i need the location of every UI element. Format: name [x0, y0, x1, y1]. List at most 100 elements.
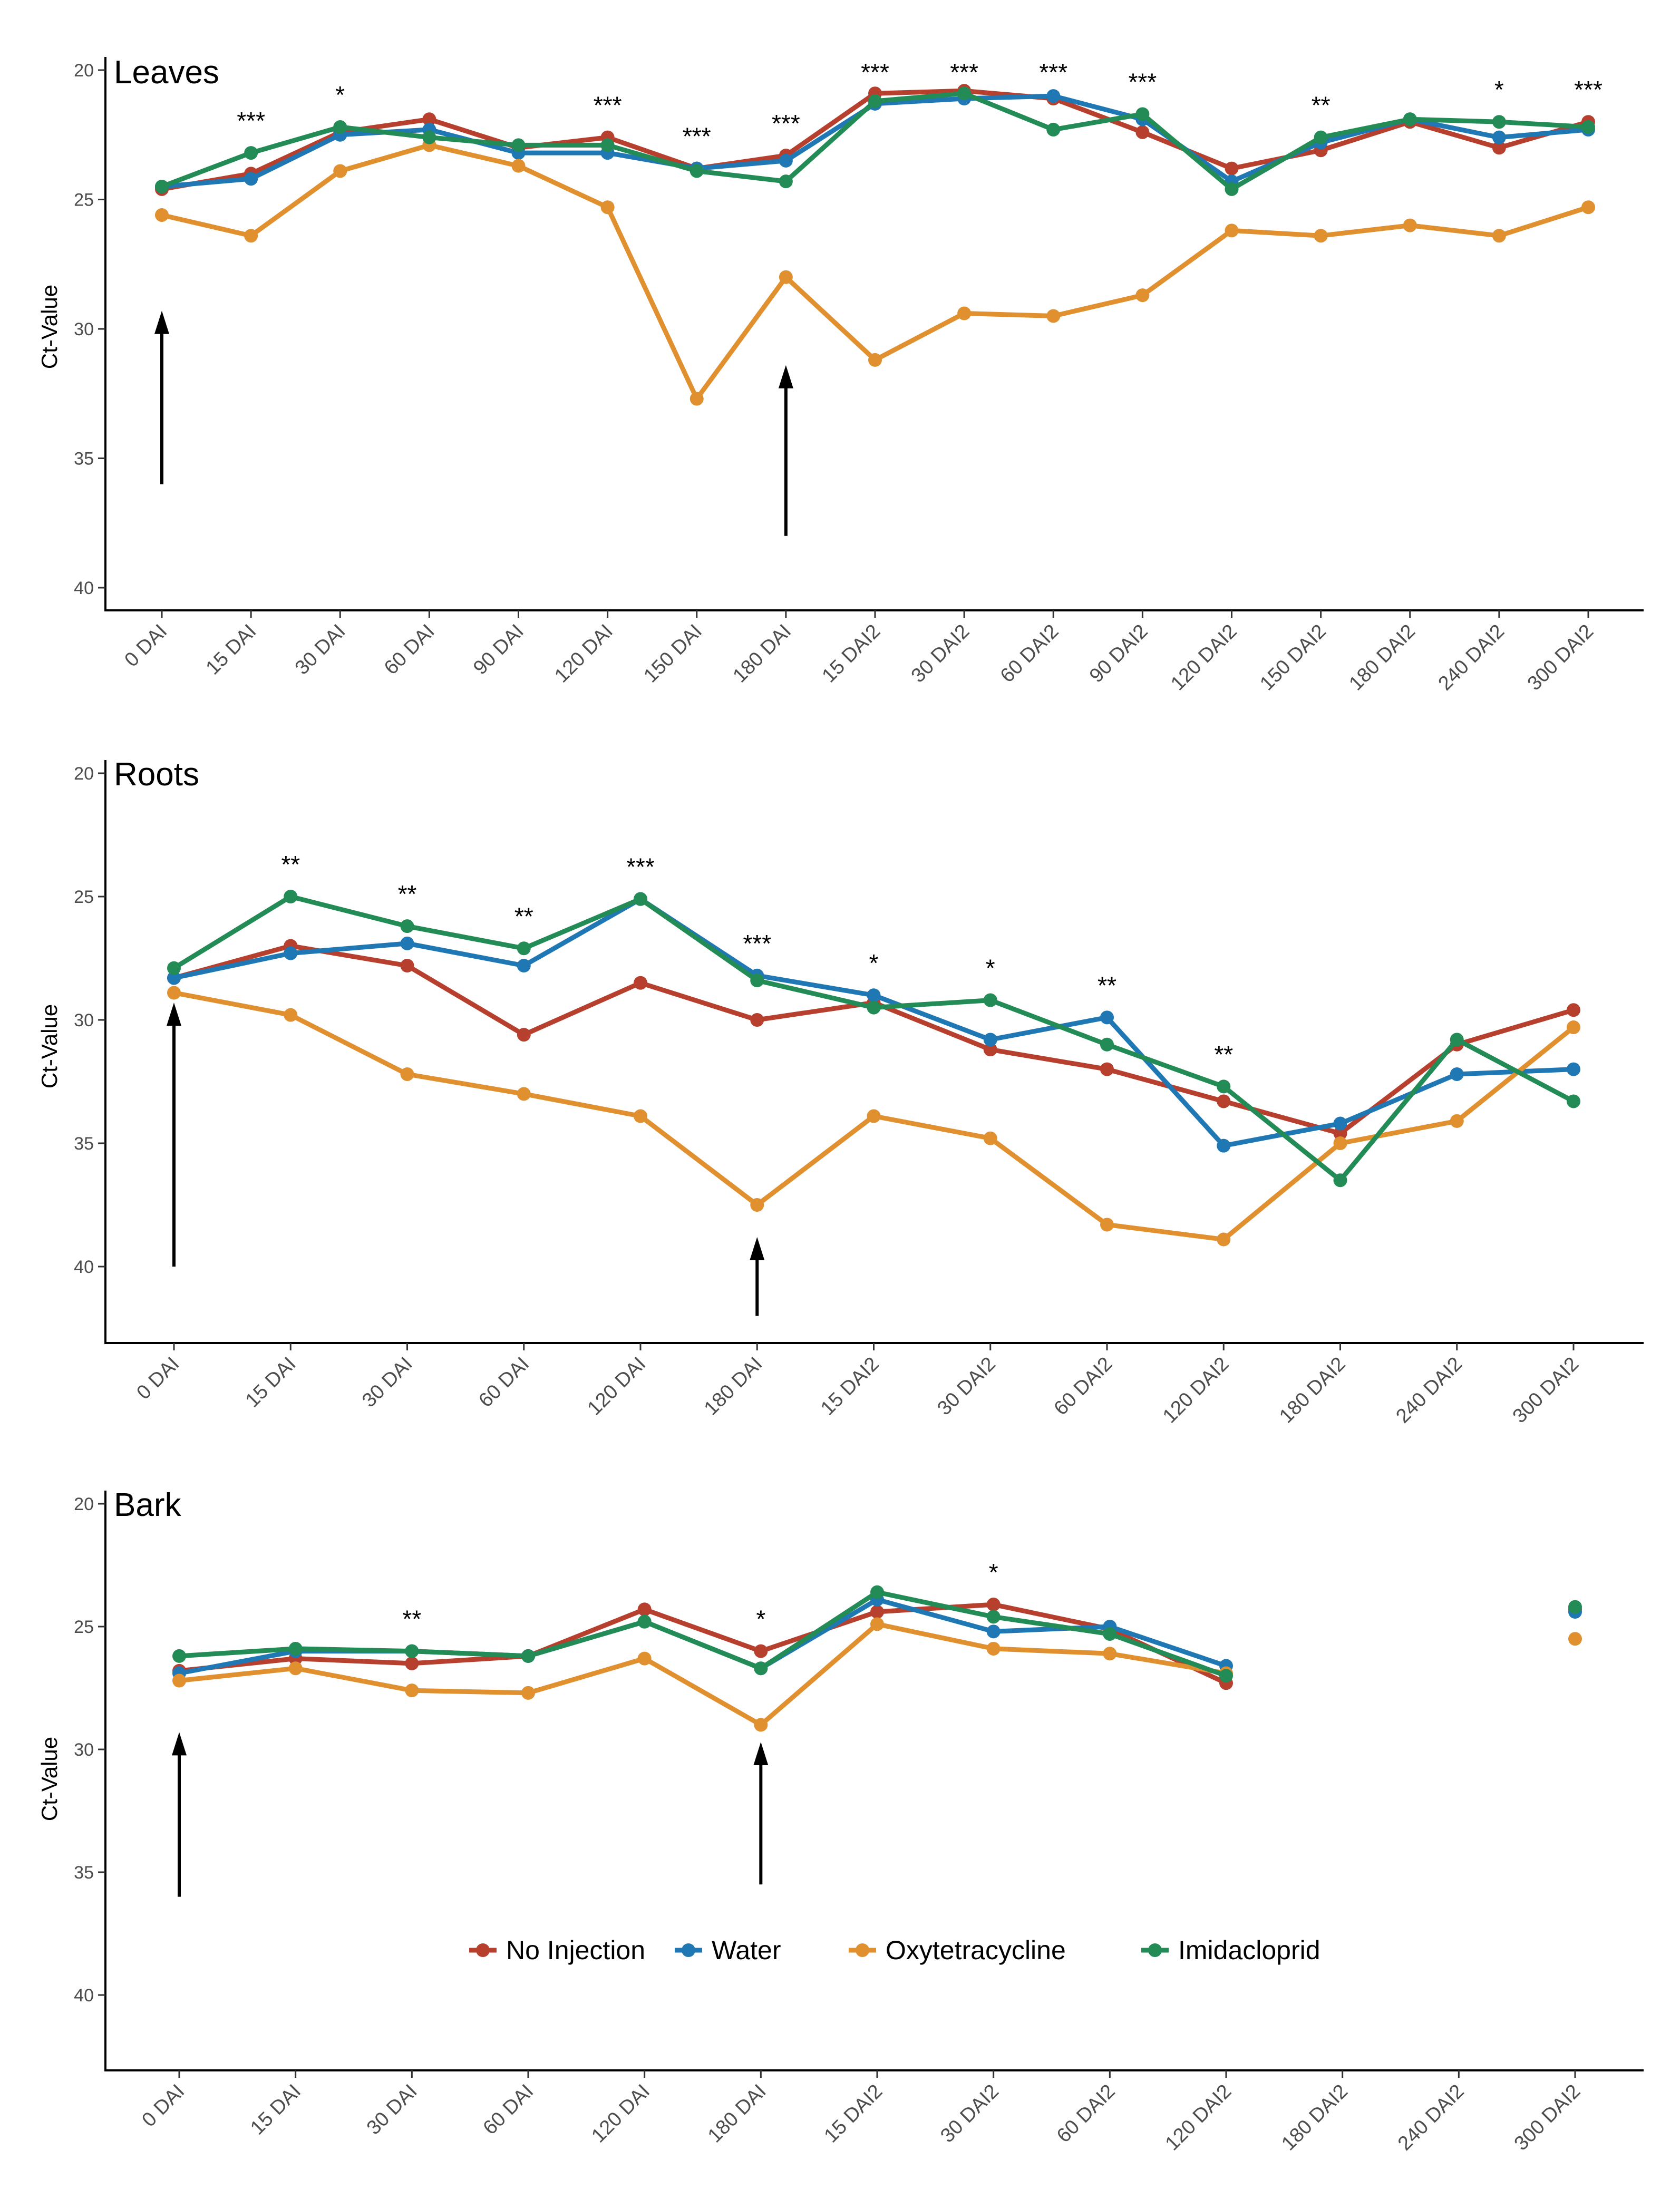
- leaves-arrow-head-0: [154, 310, 169, 334]
- legend-label-oxytetracycline: Oxytetracycline: [886, 1935, 1066, 1965]
- bark-point-oxytetracycline-60-dai2: [1103, 1647, 1117, 1661]
- roots-arrow-1: [750, 1237, 765, 1316]
- leaves-point-oxytetracycline-300-dai2: [1581, 200, 1595, 215]
- leaves-significance-15-dai: ***: [237, 107, 265, 134]
- leaves-point-oxytetracycline-30-dai: [333, 164, 347, 178]
- roots-point-oxytetracycline-180-dai: [750, 1198, 764, 1212]
- leaves-point-oxytetracycline-150-dai: [690, 392, 704, 406]
- leaves-point-oxytetracycline-0-dai: [155, 208, 169, 222]
- leaves-y-axis-label: Ct-Value: [37, 285, 62, 369]
- roots-point-imidacloprid-15-dai: [284, 890, 298, 903]
- roots-point-water-120-dai2: [1217, 1139, 1231, 1153]
- bark-arrow-0: [172, 1732, 187, 1897]
- roots-arrow-head-1: [750, 1237, 765, 1260]
- roots-significance-15-dai2: *: [869, 949, 879, 977]
- bark-point-imidacloprid-30-dai: [405, 1644, 419, 1658]
- roots-point-imidacloprid-120-dai: [634, 892, 647, 906]
- leaves-arrow-head-1: [778, 365, 793, 388]
- bark-point-imidacloprid-15-dai2: [870, 1585, 884, 1599]
- roots-point-oxytetracycline-30-dai: [400, 1067, 414, 1081]
- leaves-point-imidacloprid-180-dai: [779, 174, 793, 189]
- leaves-significance-300-dai2: ***: [1574, 76, 1603, 103]
- leaves-point-water-240-dai2: [1492, 130, 1506, 144]
- leaves-panel-title: Leaves: [114, 54, 219, 91]
- bark-point-oxytetracycline-15-dai2: [870, 1617, 884, 1631]
- leaves-y-tick-label-30: 30: [74, 319, 94, 339]
- roots-y-tick-label-20: 20: [74, 764, 94, 784]
- leaves-significance-240-dai2: *: [1494, 76, 1504, 103]
- bark-point-oxytetracycline-300-dai2: [1568, 1632, 1582, 1646]
- leaves-significance-90-dai2: ***: [1129, 68, 1157, 95]
- roots-point-water-15-dai: [284, 946, 298, 960]
- leaves-point-oxytetracycline-180-dai2: [1403, 218, 1417, 232]
- leaves-point-no-injection-240-dai2: [1492, 141, 1506, 155]
- legend-item-water: Water: [675, 1935, 781, 1965]
- roots-point-water-60-dai: [517, 959, 531, 973]
- roots-point-no-injection-60-dai: [517, 1028, 531, 1042]
- roots-point-no-injection-30-dai: [400, 959, 414, 973]
- leaves-point-imidacloprid-60-dai: [422, 130, 436, 144]
- bark-point-imidacloprid-15-dai: [288, 1641, 303, 1656]
- roots-point-water-30-dai: [400, 936, 414, 950]
- leaves-arrow-0: [154, 310, 169, 484]
- legend-swatch-point-oxytetracycline: [856, 1943, 869, 1957]
- roots-point-oxytetracycline-180-dai2: [1333, 1136, 1347, 1150]
- roots-point-no-injection-120-dai2: [1217, 1094, 1231, 1108]
- leaves-significance-30-dai: *: [335, 81, 345, 109]
- leaves-y-tick-label-35: 35: [74, 449, 94, 469]
- bark-point-imidacloprid-30-dai2: [986, 1610, 1001, 1624]
- leaves-point-oxytetracycline-15-dai: [244, 229, 258, 243]
- bark-y-tick-label-40: 40: [74, 1986, 94, 2006]
- leaves-point-imidacloprid-300-dai2: [1581, 120, 1595, 134]
- roots-point-imidacloprid-30-dai2: [983, 993, 997, 1007]
- roots-point-oxytetracycline-30-dai2: [983, 1131, 997, 1145]
- leaves-point-water-180-dai: [779, 153, 793, 168]
- roots-y-tick-label-30: 30: [74, 1010, 94, 1030]
- roots-point-imidacloprid-300-dai2: [1567, 1094, 1580, 1108]
- bark-point-oxytetracycline-15-dai: [288, 1661, 303, 1676]
- roots-point-water-0-dai: [167, 971, 181, 985]
- bark-point-imidacloprid-120-dai: [637, 1614, 652, 1629]
- roots-point-oxytetracycline-240-dai2: [1450, 1114, 1464, 1128]
- leaves-point-imidacloprid-120-dai: [600, 138, 615, 152]
- legend-label-no-injection: No Injection: [506, 1935, 645, 1965]
- bark-point-no-injection-30-dai2: [986, 1598, 1001, 1612]
- legend: No Injection Water Oxytetracycline Imidaclo…: [469, 1935, 1320, 1965]
- leaves-point-imidacloprid-90-dai: [511, 138, 526, 152]
- roots-significance-60-dai: **: [514, 902, 533, 930]
- roots-point-oxytetracycline-15-dai2: [867, 1109, 881, 1123]
- leaves-point-oxytetracycline-90-dai2: [1135, 288, 1150, 303]
- leaves-point-imidacloprid-0-dai: [155, 179, 169, 193]
- roots-point-oxytetracycline-120-dai2: [1217, 1232, 1231, 1247]
- leaves-significance-15-dai2: ***: [861, 59, 889, 86]
- bark-point-imidacloprid-120-dai2: [1219, 1669, 1233, 1683]
- roots-arrow-0: [167, 1003, 181, 1267]
- leaves-arrow-1: [778, 365, 793, 536]
- bark-point-imidacloprid-180-dai: [754, 1661, 768, 1676]
- roots-significance-30-dai: **: [398, 880, 417, 908]
- roots-point-no-injection-180-dai2: [1333, 1126, 1347, 1141]
- leaves-significance-60-dai2: ***: [1039, 59, 1067, 86]
- bark-point-oxytetracycline-120-dai: [637, 1651, 652, 1666]
- leaves-point-imidacloprid-120-dai2: [1225, 182, 1239, 196]
- roots-point-water-60-dai2: [1100, 1010, 1114, 1025]
- roots-point-imidacloprid-60-dai2: [1100, 1037, 1114, 1052]
- roots-point-oxytetracycline-120-dai: [634, 1109, 647, 1123]
- leaves-point-water-15-dai: [244, 172, 258, 186]
- roots-point-imidacloprid-30-dai: [400, 919, 414, 933]
- leaves-point-imidacloprid-180-dai2: [1403, 112, 1417, 127]
- bark-point-imidacloprid-300-dai2: [1568, 1600, 1582, 1614]
- legend-swatch-point-no-injection: [476, 1943, 490, 1957]
- leaves-point-imidacloprid-90-dai2: [1135, 107, 1150, 121]
- bark-arrow-head-1: [753, 1742, 769, 1766]
- bark-arrow-head-0: [172, 1732, 187, 1756]
- bark-y-tick-label-25: 25: [74, 1617, 94, 1637]
- leaves-point-oxytetracycline-150-dai2: [1314, 229, 1328, 243]
- roots-point-imidacloprid-0-dai: [167, 961, 181, 975]
- roots-significance-180-dai: ***: [743, 930, 771, 957]
- roots-point-no-injection-180-dai: [750, 1013, 764, 1027]
- legend-item-imidacloprid: Imidacloprid: [1141, 1935, 1320, 1965]
- bark-line-no-injection-0: [179, 1602, 1227, 1686]
- bark-point-oxytetracycline-30-dai: [405, 1684, 419, 1698]
- leaves-point-oxytetracycline-120-dai: [600, 200, 615, 215]
